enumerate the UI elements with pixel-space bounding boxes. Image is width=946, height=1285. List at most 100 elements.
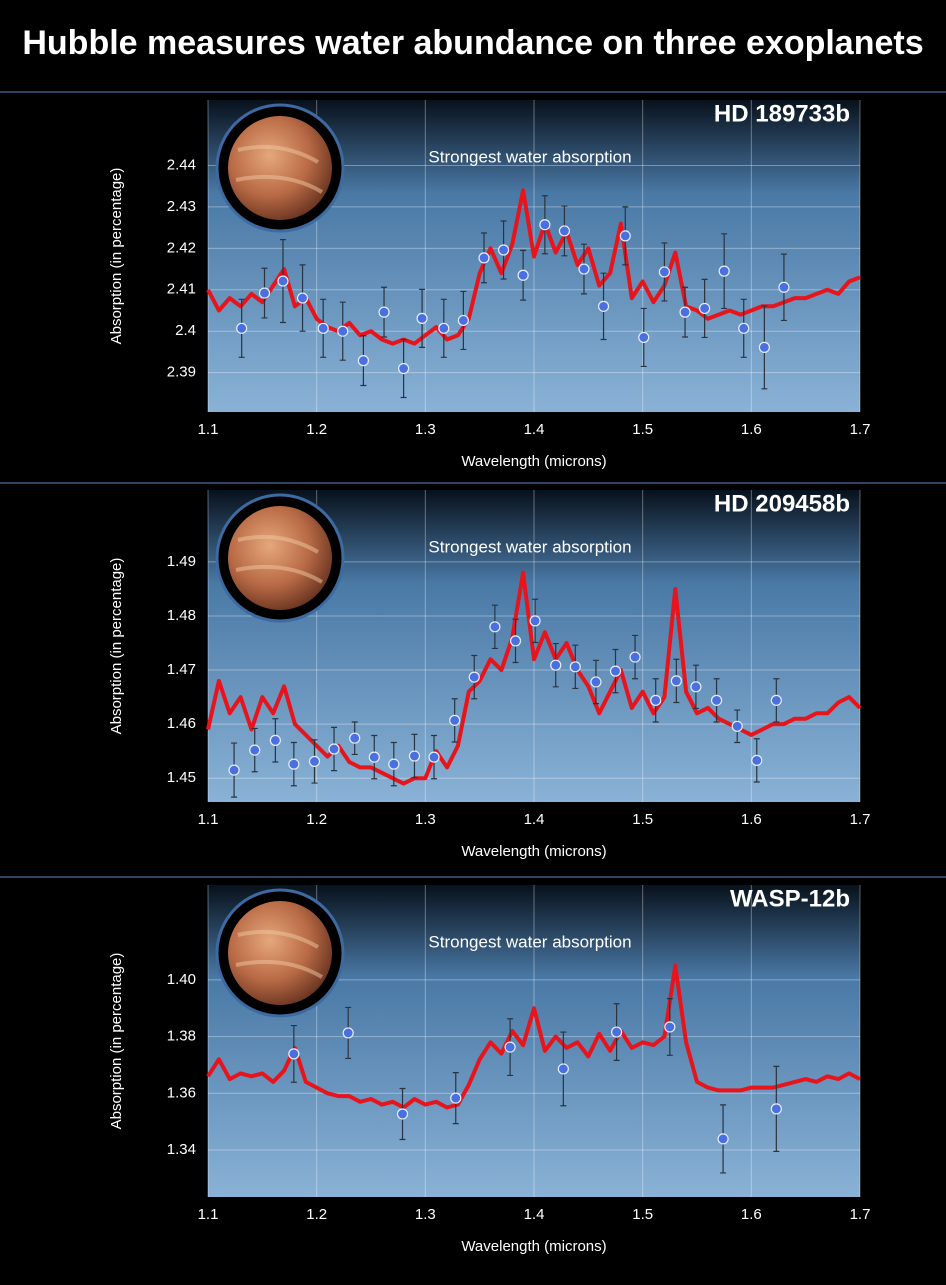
data-point	[489, 621, 501, 633]
y-tick-label: 2.4	[175, 322, 196, 339]
data-point	[398, 362, 410, 375]
annotation: Strongest water absorption	[428, 537, 631, 556]
data-point	[509, 635, 522, 647]
planet	[228, 116, 332, 220]
annotation: Strongest water absorption	[428, 147, 631, 166]
data-point	[738, 322, 750, 334]
data-point	[408, 750, 421, 762]
x-tick-label: 1.7	[850, 1206, 871, 1223]
data-point	[438, 322, 450, 334]
y-axis-label: Absorption (in percentage)	[108, 558, 125, 735]
data-point	[569, 661, 581, 673]
x-tick-label: 1.4	[524, 1206, 545, 1223]
data-point	[670, 675, 682, 687]
data-point	[337, 325, 349, 337]
data-point	[699, 302, 711, 315]
data-point	[770, 694, 782, 706]
model-line	[206, 570, 862, 786]
x-tick-label: 1.5	[632, 811, 653, 828]
x-axis-label: Wavelength (microns)	[461, 453, 606, 470]
data-point	[388, 758, 400, 770]
data-point	[710, 694, 723, 706]
y-tick-label: 1.45	[167, 769, 196, 786]
data-point	[378, 306, 390, 318]
x-tick-label: 1.5	[632, 1206, 653, 1223]
model-line	[206, 963, 861, 1110]
data-point	[497, 244, 510, 256]
data-point	[349, 732, 361, 744]
x-tick-label: 1.1	[198, 421, 219, 438]
data-point	[731, 720, 743, 732]
chart: 1.1 1.2 1.3 1.4 1.5 1.6 1.7 1.34 1.36 1.38 1.40 Wav…	[108, 885, 870, 1255]
y-tick-label: 1.36	[167, 1084, 196, 1101]
data-point	[504, 1041, 516, 1053]
data-point	[288, 758, 300, 770]
data-point	[590, 676, 602, 688]
data-point	[328, 743, 340, 755]
data-point	[416, 312, 428, 324]
planet-band	[235, 534, 324, 584]
x-tick-label: 1.6	[741, 1206, 762, 1223]
y-tick-label: 1.46	[167, 715, 196, 732]
y-tick-label: 2.44	[167, 156, 196, 173]
planet-band	[235, 929, 324, 979]
x-tick-label: 1.6	[741, 811, 762, 828]
y-tick-label: 2.43	[167, 198, 196, 215]
data-point	[758, 341, 770, 353]
chart: 1.1 1.2 1.3 1.4 1.5 1.6 1.7 1.45 1.46 1.47 1.48 1.4…	[108, 490, 870, 860]
chart: 1.1 1.2 1.3 1.4 1.5 1.6 1.7 2.39 2.4 2.41 2.42 2.43…	[108, 100, 870, 470]
data-point	[296, 292, 309, 304]
y-tick-label: 1.40	[167, 971, 196, 988]
data-point	[468, 671, 480, 683]
data-point	[638, 331, 650, 344]
data-point	[650, 694, 662, 706]
y-tick-label: 1.34	[167, 1141, 196, 1158]
data-point	[539, 219, 551, 231]
x-tick-label: 1.4	[524, 811, 545, 828]
x-tick-label: 1.3	[415, 811, 436, 828]
annotation: Strongest water absorption	[428, 932, 631, 951]
x-axis-label: Wavelength (microns)	[461, 1238, 606, 1255]
x-tick-label: 1.2	[306, 1206, 327, 1223]
data-point	[308, 755, 321, 768]
x-tick-label: 1.7	[850, 811, 871, 828]
data-point	[236, 322, 248, 334]
data-point	[751, 754, 763, 766]
planet	[228, 901, 332, 1005]
data-point	[396, 1108, 409, 1120]
chart-title: HD 209458b	[714, 490, 850, 517]
y-tick-label: 1.48	[167, 607, 196, 624]
data-point	[717, 1133, 729, 1145]
page-title: Hubble measures water abundance on three…	[22, 24, 923, 62]
data-point	[679, 306, 691, 318]
data-point	[258, 287, 271, 299]
data-point	[609, 665, 622, 677]
y-tick-label: 1.38	[167, 1028, 196, 1045]
model-line	[206, 188, 861, 346]
data-point	[558, 225, 571, 237]
x-tick-label: 1.3	[415, 1206, 436, 1223]
data-point	[249, 744, 261, 756]
data-point	[342, 1027, 354, 1039]
y-tick-label: 2.41	[167, 281, 196, 298]
x-tick-label: 1.5	[632, 421, 653, 438]
x-tick-label: 1.1	[198, 1206, 219, 1223]
data-point	[597, 300, 610, 312]
data-point	[658, 266, 671, 278]
data-point	[317, 322, 329, 334]
data-point	[228, 764, 240, 776]
data-point	[449, 714, 461, 726]
planet	[228, 506, 332, 610]
data-point	[619, 230, 631, 242]
data-point	[578, 263, 590, 275]
data-point	[478, 252, 490, 264]
data-point	[550, 659, 562, 671]
y-tick-label: 1.49	[167, 553, 196, 570]
x-tick-label: 1.6	[741, 421, 762, 438]
data-point	[778, 281, 790, 293]
y-tick-label: 2.39	[167, 364, 196, 381]
y-tick-label: 1.47	[167, 661, 196, 678]
y-tick-label: 2.42	[167, 239, 196, 256]
data-point	[690, 681, 702, 693]
